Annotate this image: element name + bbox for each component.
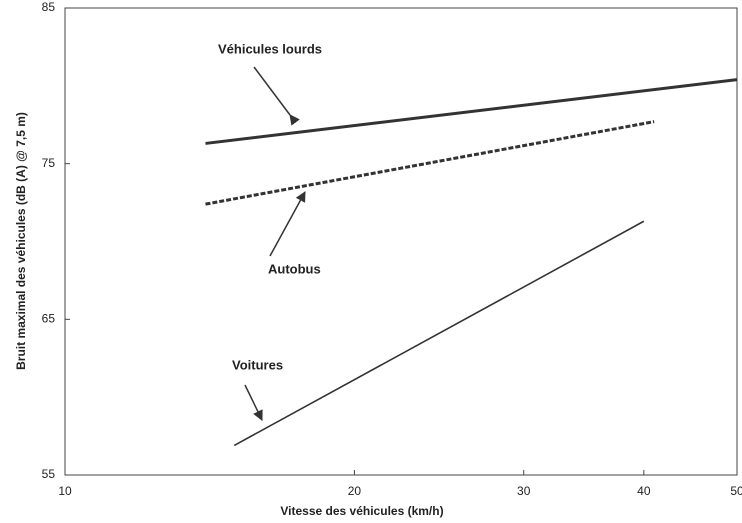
y-tick-label: 75: [42, 156, 56, 170]
x-tick-label: 10: [58, 484, 72, 498]
x-tick-label: 20: [348, 484, 362, 498]
x-tick-label: 40: [637, 484, 651, 498]
x-tick-label: 50: [730, 484, 742, 498]
y-axis-label: Bruit maximal des véhicules (dB (A) @ 7,…: [14, 112, 28, 370]
y-tick-label: 55: [42, 467, 56, 481]
series-line: [205, 78, 738, 145]
series-label: Véhicules lourds: [218, 41, 322, 56]
arrow: [269, 191, 306, 257]
plot-frame: [64, 7, 738, 476]
series-label: Voitures: [232, 357, 283, 372]
series-line: [233, 220, 645, 447]
y-tick-label: 65: [42, 312, 56, 326]
x-tick-label: 30: [517, 484, 531, 498]
arrow: [244, 384, 263, 421]
series-line: [205, 120, 655, 206]
series-label: Autobus: [268, 261, 321, 276]
x-axis-label: Vitesse des véhicules (km/h): [280, 504, 443, 518]
y-tick-label: 85: [42, 0, 56, 14]
arrow: [253, 66, 300, 126]
